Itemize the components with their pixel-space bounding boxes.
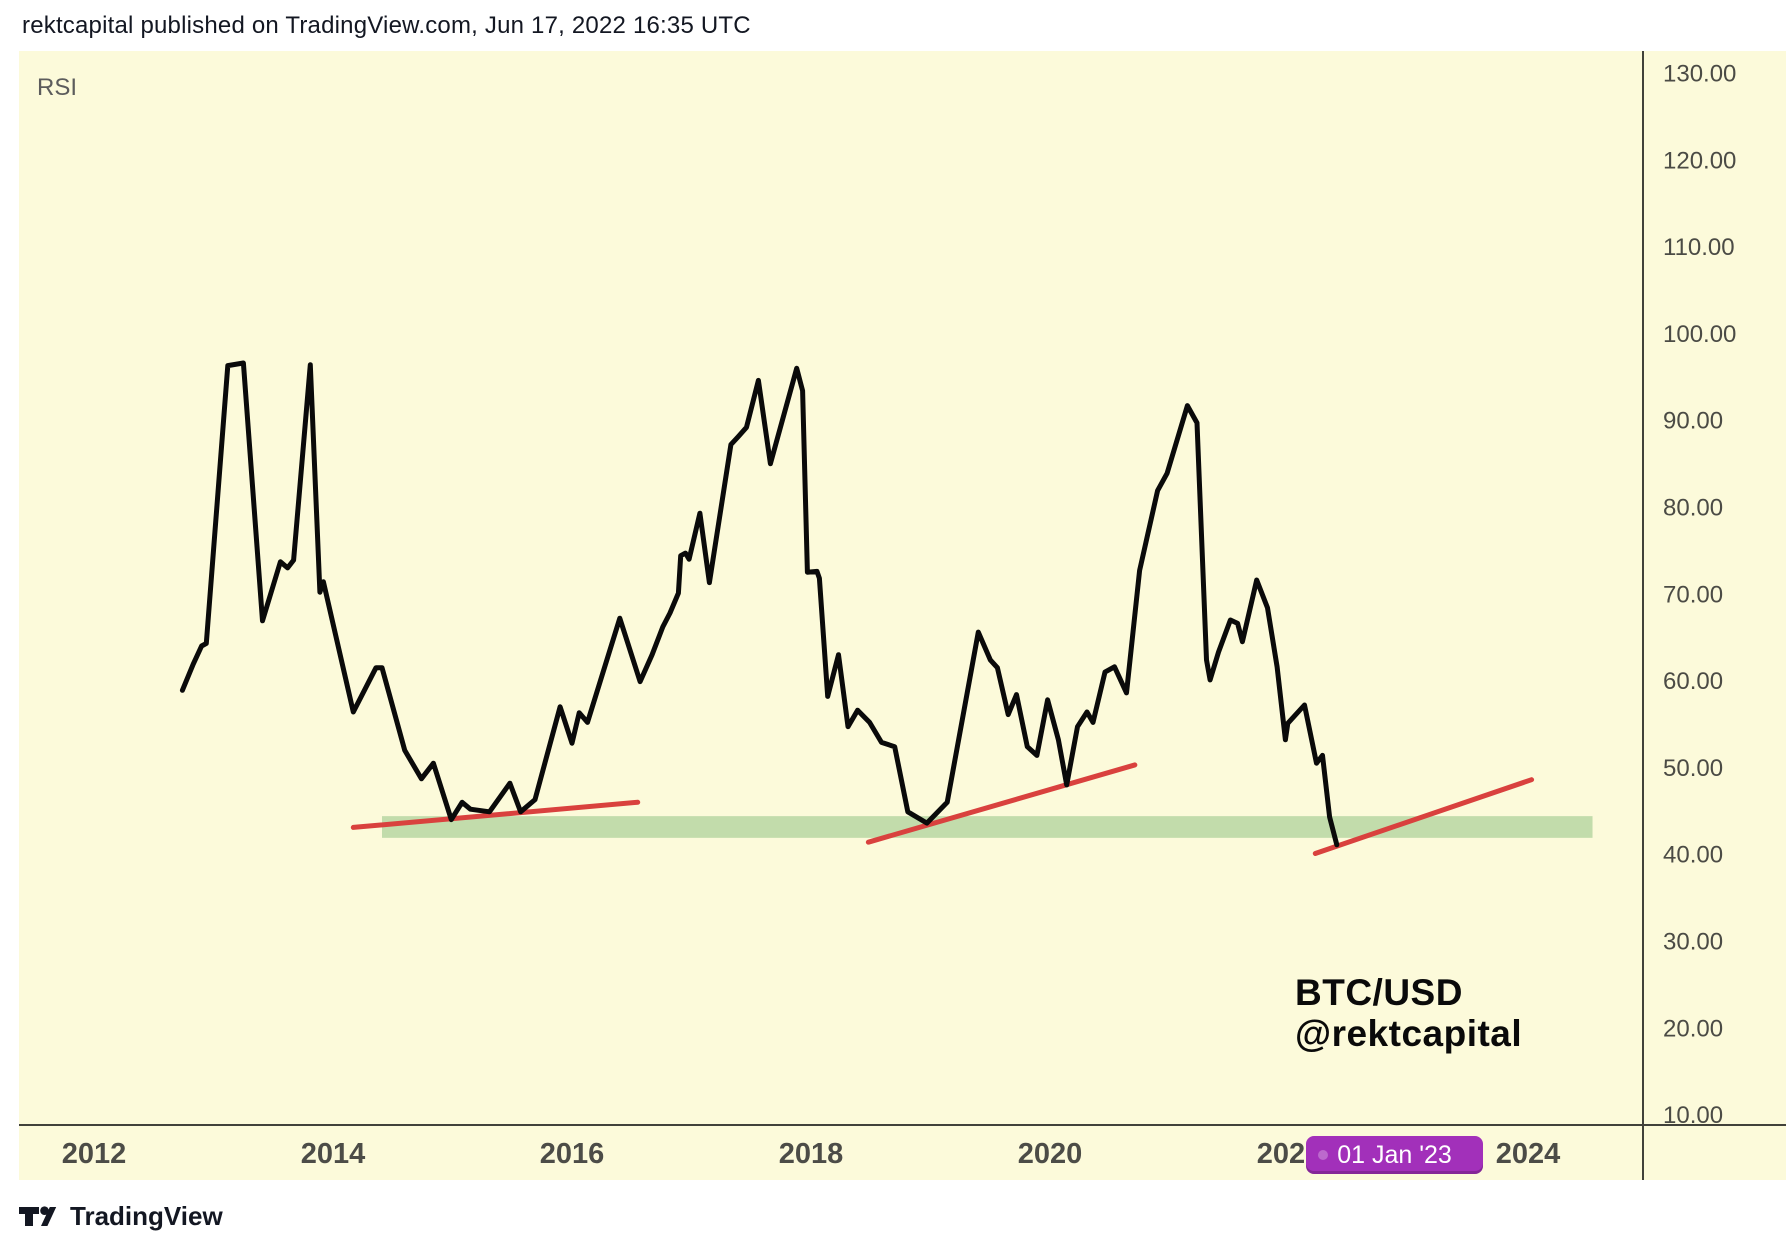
y-axis-tick-label: 20.00 <box>1663 1015 1723 1042</box>
y-axis-tick-label: 80.00 <box>1663 495 1723 522</box>
x-axis-tick-label: 2020 <box>1018 1138 1083 1170</box>
indicator-label: RSI <box>37 74 78 101</box>
attribution-text: rektcapital published on TradingView.com… <box>22 11 751 39</box>
y-axis-tick-label: 110.00 <box>1663 234 1735 261</box>
tradingview-logo-icon[interactable] <box>18 1205 58 1228</box>
trendline <box>1312 777 1535 856</box>
rsi-series-line <box>179 360 1340 848</box>
y-axis-tick-label: 60.00 <box>1663 668 1723 695</box>
trendline <box>350 799 641 830</box>
chart-watermark: BTC/USD @rektcapital <box>1295 972 1522 1055</box>
x-axis-tick-label: 2018 <box>779 1138 844 1170</box>
x-axis-tick-label: 2014 <box>301 1138 366 1170</box>
watermark-symbol: BTC/USD <box>1295 972 1463 1013</box>
x-axis-tick-label: 2024 <box>1496 1138 1561 1170</box>
snapshot-header: rektcapital published on TradingView.com… <box>0 0 1786 51</box>
y-axis-tick-label: 40.00 <box>1663 842 1723 869</box>
date-marker-label: 01 Jan '23 <box>1337 1140 1452 1169</box>
chart-plot-area[interactable] <box>19 51 1786 1180</box>
y-axis-tick-label: 50.00 <box>1663 755 1723 782</box>
y-axis-tick-label: 10.00 <box>1663 1102 1723 1129</box>
x-axis-tick-label: 2012 <box>62 1138 127 1170</box>
y-axis-tick-label: 70.00 <box>1663 581 1723 608</box>
y-axis-tick-label: 90.00 <box>1663 408 1723 435</box>
tradingview-brand-name[interactable]: TradingView <box>70 1200 223 1231</box>
y-axis-tick-label: 130.00 <box>1663 61 1736 88</box>
y-axis-tick-label: 120.00 <box>1663 147 1736 174</box>
x-axis-tick-label: 2016 <box>540 1138 605 1170</box>
y-axis-tick-label: 30.00 <box>1663 929 1723 956</box>
date-marker-badge: 01 Jan '23 <box>1306 1136 1483 1174</box>
snapshot-footer: TradingView <box>0 1180 1786 1252</box>
support-band <box>381 816 1593 838</box>
trendline <box>865 762 1138 845</box>
watermark-author: @rektcapital <box>1295 1013 1523 1055</box>
badge-marker-dot <box>1318 1150 1328 1160</box>
y-axis-tick-label: 100.00 <box>1663 321 1736 348</box>
